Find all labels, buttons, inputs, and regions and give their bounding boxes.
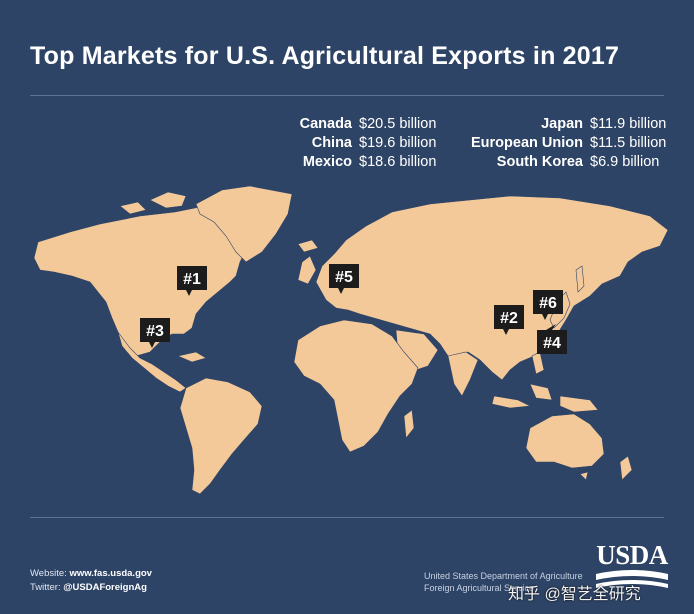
marker-pointer [503,329,509,335]
page-title: Top Markets for U.S. Agricultural Export… [30,42,620,70]
marker-china: #2 [494,305,524,335]
marker-pointer [542,314,548,320]
marker-south-korea: #6 [533,290,563,320]
agency-line-2: Foreign Agricultural Service [424,583,535,593]
tasmania [579,471,589,481]
central-america [117,331,187,393]
market-row: Mexico $18.6 billion [230,153,445,172]
twitter-line: Twitter: @USDAForeignAg [30,581,152,595]
market-value: $18.6 billion [359,154,437,170]
market-list-right: Japan $11.9 billion European Union $11.5… [448,115,666,172]
indonesia-2 [529,383,553,401]
logo-swoosh [596,570,668,580]
bottom-divider [30,517,664,518]
market-value: $6.9 billion [590,154,660,170]
marker-pointer [186,290,192,296]
market-value: $19.6 billion [359,135,437,151]
marker-box [533,290,563,314]
sakhalin [575,265,585,293]
australia [525,413,605,469]
market-name: Japan [541,116,583,132]
marker-box [177,266,207,290]
africa [293,319,419,453]
marker-box [537,330,567,354]
market-value: $20.5 billion [359,116,437,132]
south-america [179,377,263,495]
marker-box [494,305,524,329]
market-list-left: Canada $20.5 billion China $19.6 billion… [230,115,445,172]
philippines [531,351,545,375]
madagascar [403,409,415,439]
marker-japan: #4 [537,324,567,354]
marker-pointer [546,324,556,330]
marker-box [329,264,359,288]
arctic-islands [149,191,187,209]
twitter-handle[interactable]: @USDAForeignAg [63,582,147,593]
arctic-islands-2 [119,201,147,215]
marker-label: #4 [543,335,561,352]
market-row: Japan $11.9 billion [448,115,666,134]
marker-pointer [338,288,344,294]
market-row: European Union $11.5 billion [448,134,666,153]
market-row: South Korea $6.9 billion [448,153,666,172]
watermark: 知乎 @智艺全研究 [508,586,641,603]
new-guinea [559,395,599,413]
market-name: South Korea [496,154,583,170]
website-label: Website: [30,568,67,579]
world-map: #1 #2 #3 #4 #5 #6 [33,185,669,495]
market-value: $11.9 billion [590,116,667,132]
top-divider [30,95,664,96]
market-name: European Union [471,135,583,151]
marker-box [140,318,170,342]
market-value: $11.5 billion [590,135,667,151]
uk [297,255,317,285]
marker-pointer [149,342,155,348]
marker-label: #2 [500,310,518,327]
market-row: Canada $20.5 billion [230,115,445,134]
new-zealand [619,455,633,481]
marker-eu: #5 [329,264,359,294]
marker-label: #3 [146,323,164,340]
twitter-label: Twitter: [30,582,61,593]
marker-mexico: #3 [140,318,170,348]
india [447,351,479,397]
market-name: Mexico [302,154,352,170]
website-line: Website: www.fas.usda.gov [30,567,152,581]
usda-logo: USDA [596,540,669,588]
marker-label: #5 [335,269,353,286]
marker-label: #6 [539,295,557,312]
usda-logo-text: USDA [596,540,669,570]
agency-line-1: United States Department of Agriculture [424,571,583,581]
greenland [195,185,293,263]
marker-label: #1 [183,271,201,288]
iceland [297,239,319,253]
footer-contact: Website: www.fas.usda.gov Twitter: @USDA… [30,567,152,595]
website-link[interactable]: www.fas.usda.gov [69,568,152,579]
logo-swoosh [596,580,668,588]
market-row: China $19.6 billion [230,134,445,153]
marker-canada: #1 [177,266,207,296]
indonesia-1 [491,395,532,409]
caribbean [177,351,207,363]
market-name: China [311,135,352,151]
market-name: Canada [299,116,352,132]
agency-name: United States Department of Agriculture … [424,570,583,594]
